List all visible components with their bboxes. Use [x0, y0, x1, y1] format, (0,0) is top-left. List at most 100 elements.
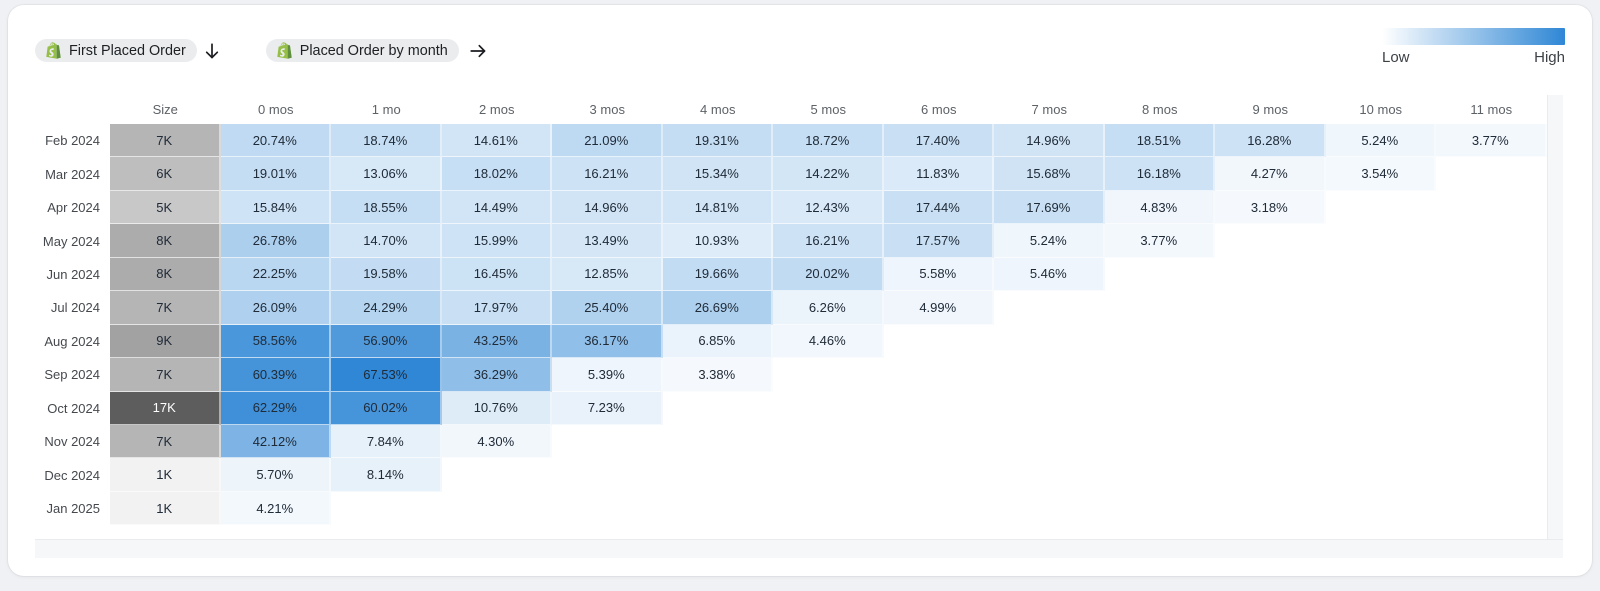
col-header-10-mos: 10 mos [1359, 102, 1403, 117]
heat-cell: 36.17% [552, 324, 663, 359]
empty-cell [1215, 458, 1326, 491]
empty-cell [773, 492, 884, 525]
heat-cell: 15.68% [994, 157, 1105, 191]
size-cell: 1K [110, 458, 221, 492]
heat-cell: 14.61% [441, 124, 552, 158]
empty-cell [1105, 358, 1216, 391]
cohort-heatmap-table: Size 0 mos 1 mo 2 mos 3 mos 4 mos 5 mos 6 mos 7 … [35, 95, 1563, 558]
heat-cell: 3.54% [1325, 157, 1436, 191]
empty-cell [1436, 258, 1547, 291]
heat-cell: 67.53% [331, 358, 442, 392]
row-label: Feb 2024 [45, 133, 100, 149]
legend-high-label: High [1534, 49, 1565, 66]
heat-cell: 25.40% [552, 291, 663, 325]
col-header-2-mos: 2 mos [479, 102, 515, 117]
empty-cell [773, 458, 884, 491]
col-header-7-mos: 7 mos [1031, 102, 1067, 117]
empty-cell [884, 392, 995, 425]
empty-cell [994, 392, 1105, 425]
heat-cell: 4.27% [1215, 157, 1326, 191]
size-cell: 7K [110, 424, 221, 459]
arrow-down-icon [202, 41, 222, 61]
size-cell: 17K [110, 391, 221, 425]
heat-cell: 19.58% [331, 257, 442, 292]
heat-cell: 18.51% [1104, 124, 1215, 158]
heat-cell: 5.39% [552, 358, 663, 392]
empty-cell [1215, 425, 1326, 458]
heat-cell: 15.34% [662, 157, 773, 191]
empty-cell [994, 492, 1105, 525]
empty-cell [1436, 392, 1547, 425]
empty-cell [1326, 258, 1437, 291]
heat-cell: 22.25% [220, 257, 331, 292]
shopify-icon [45, 42, 62, 59]
heat-cell: 19.66% [662, 257, 773, 292]
heat-cell: 6.85% [662, 324, 773, 359]
empty-cell [994, 325, 1105, 358]
horizontal-scrollbar[interactable] [35, 539, 1563, 558]
empty-cell [884, 492, 995, 525]
heat-cell: 60.39% [220, 358, 331, 392]
empty-cell [994, 458, 1105, 491]
col-header-8-mos: 8 mos [1142, 102, 1178, 117]
heat-cell: 5.24% [1325, 124, 1436, 158]
heat-cell: 4.83% [1104, 190, 1215, 225]
col-header-11-mos: 11 mos [1470, 102, 1513, 117]
empty-cell [552, 458, 663, 491]
heat-cell: 18.74% [331, 124, 442, 158]
heat-cell: 60.02% [331, 391, 442, 425]
empty-cell [1105, 392, 1216, 425]
heat-scale-legend: Low High [1382, 28, 1565, 66]
heat-cell: 7.84% [331, 424, 442, 459]
heat-cell: 14.49% [441, 190, 552, 225]
empty-cell [1215, 291, 1326, 324]
empty-cell [663, 458, 774, 491]
heat-cell: 19.31% [662, 124, 773, 158]
empty-cell [1326, 224, 1437, 257]
empty-cell [1326, 458, 1437, 491]
heat-cell: 16.21% [773, 224, 884, 258]
row-label: Jul 2024 [50, 300, 100, 316]
empty-cell [884, 358, 995, 391]
vertical-scrollbar[interactable] [1547, 95, 1563, 558]
row-label: Oct 2024 [47, 400, 100, 416]
empty-cell [1436, 191, 1547, 224]
empty-cell [552, 492, 663, 525]
heat-cell: 16.45% [441, 257, 552, 292]
heat-cell: 14.81% [662, 190, 773, 225]
col-header-4-mos: 4 mos [700, 102, 736, 117]
heat-cell: 7.23% [552, 391, 663, 425]
empty-cell [552, 425, 663, 458]
heat-cell: 18.72% [773, 124, 884, 158]
chip-first-placed-order[interactable]: First Placed Order [35, 39, 197, 62]
col-header-5-mos: 5 mos [810, 102, 846, 117]
empty-cell [1215, 224, 1326, 257]
heat-cell: 3.77% [1104, 224, 1215, 258]
empty-cell [442, 458, 553, 491]
heat-cell: 12.85% [552, 257, 663, 292]
empty-cell [1326, 291, 1437, 324]
heat-cell: 58.56% [220, 324, 331, 359]
chip-placed-order-by-month[interactable]: Placed Order by month [265, 39, 459, 62]
empty-cell [1436, 425, 1547, 458]
empty-cell [773, 425, 884, 458]
empty-cell [884, 325, 995, 358]
empty-cell [1105, 291, 1216, 324]
heat-cell: 16.21% [552, 157, 663, 191]
empty-cell [1215, 392, 1326, 425]
empty-cell [994, 358, 1105, 391]
legend-low-label: Low [1382, 49, 1410, 66]
empty-cell [1326, 358, 1437, 391]
empty-cell [884, 458, 995, 491]
shopify-icon [276, 42, 293, 59]
empty-cell [1215, 492, 1326, 525]
heat-cell: 3.77% [1436, 124, 1547, 158]
empty-cell [442, 492, 553, 525]
empty-cell [1436, 458, 1547, 491]
empty-cell [1436, 358, 1547, 391]
col-header-1-mo: 1 mo [371, 102, 401, 117]
empty-cell [1436, 224, 1547, 257]
heat-cell: 15.99% [441, 224, 552, 258]
empty-cell [773, 392, 884, 425]
heat-cell: 6.26% [773, 291, 884, 325]
